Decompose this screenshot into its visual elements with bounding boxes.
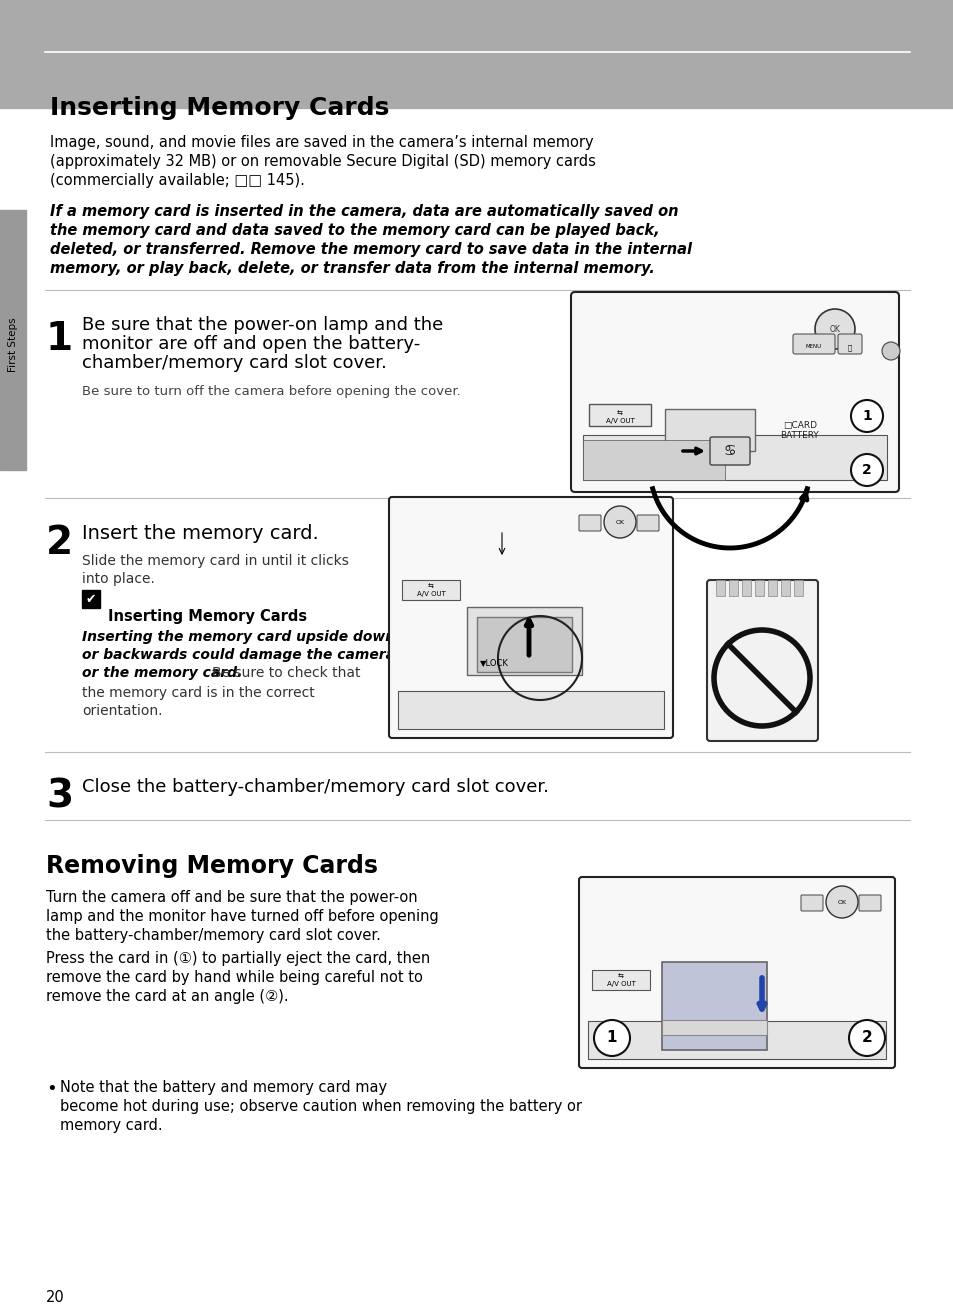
Text: deleted, or transferred. Remove the memory card to save data in the internal: deleted, or transferred. Remove the memo…	[50, 242, 691, 258]
Text: ⇆
A/V OUT: ⇆ A/V OUT	[606, 974, 635, 987]
Text: OK: OK	[829, 325, 840, 334]
Text: ♋: ♋	[723, 444, 736, 459]
Text: OK: OK	[837, 900, 845, 904]
Text: OK: OK	[615, 519, 624, 524]
FancyBboxPatch shape	[389, 497, 672, 738]
Text: •: •	[46, 1080, 56, 1099]
Circle shape	[882, 342, 899, 360]
Text: the battery-chamber/memory card slot cover.: the battery-chamber/memory card slot cov…	[46, 928, 380, 943]
Text: ✔: ✔	[86, 594, 96, 607]
Circle shape	[814, 309, 854, 350]
Circle shape	[848, 1020, 884, 1056]
Text: Note that the battery and memory card may: Note that the battery and memory card ma…	[60, 1080, 387, 1095]
Bar	[467, 607, 581, 675]
Text: Turn the camera off and be sure that the power-on: Turn the camera off and be sure that the…	[46, 890, 417, 905]
Text: MENU: MENU	[805, 344, 821, 350]
Text: Press the card in (①) to partially eject the card, then: Press the card in (①) to partially eject…	[46, 951, 430, 966]
Circle shape	[603, 506, 636, 537]
Bar	[587, 1021, 885, 1059]
Bar	[582, 435, 886, 480]
Text: orientation.: orientation.	[82, 704, 162, 717]
Text: If a memory card is inserted in the camera, data are automatically saved on: If a memory card is inserted in the came…	[50, 204, 678, 219]
Text: Be sure that the power-on lamp and the: Be sure that the power-on lamp and the	[82, 315, 443, 334]
Text: or the memory card.: or the memory card.	[82, 666, 242, 681]
Text: First Steps: First Steps	[8, 318, 18, 372]
FancyBboxPatch shape	[578, 515, 600, 531]
Text: ⇆
A/V OUT: ⇆ A/V OUT	[416, 583, 445, 597]
Text: 20: 20	[46, 1290, 65, 1305]
Text: lamp and the monitor have turned off before opening: lamp and the monitor have turned off bef…	[46, 909, 438, 924]
FancyBboxPatch shape	[578, 876, 894, 1068]
Text: 1: 1	[46, 321, 73, 357]
Bar	[754, 579, 763, 597]
Text: (approximately 32 MB) or on removable Secure Digital (SD) memory cards: (approximately 32 MB) or on removable Se…	[50, 154, 596, 170]
FancyBboxPatch shape	[837, 334, 862, 353]
FancyBboxPatch shape	[706, 579, 817, 741]
Circle shape	[850, 455, 882, 486]
Text: (commercially available; □□ 145).: (commercially available; □□ 145).	[50, 173, 305, 188]
Text: remove the card by hand while being careful not to: remove the card by hand while being care…	[46, 970, 422, 986]
Bar	[767, 579, 776, 597]
Text: Removing Memory Cards: Removing Memory Cards	[46, 854, 377, 878]
Bar	[781, 579, 789, 597]
Text: 3: 3	[46, 778, 73, 816]
Text: Be sure to turn off the camera before opening the cover.: Be sure to turn off the camera before op…	[82, 385, 460, 398]
Bar	[401, 579, 459, 600]
Bar	[582, 440, 724, 480]
Text: 2: 2	[862, 463, 871, 477]
Bar	[588, 403, 650, 426]
Text: □CARD
BATTERY: □CARD BATTERY	[780, 420, 819, 440]
Text: Inserting the memory card upside down: Inserting the memory card upside down	[82, 629, 395, 644]
Bar	[0, 0, 953, 108]
Bar	[592, 970, 649, 989]
Text: memory, or play back, delete, or transfer data from the internal memory.: memory, or play back, delete, or transfe…	[50, 261, 654, 276]
Text: Insert the memory card.: Insert the memory card.	[82, 524, 318, 543]
FancyBboxPatch shape	[801, 895, 822, 911]
Text: Image, sound, and movie files are saved in the camera’s internal memory: Image, sound, and movie files are saved …	[50, 135, 593, 150]
Text: chamber/memory card slot cover.: chamber/memory card slot cover.	[82, 353, 387, 372]
Text: 2: 2	[861, 1030, 871, 1046]
Bar	[661, 1020, 766, 1035]
Circle shape	[850, 399, 882, 432]
Text: or backwards could damage the camera: or backwards could damage the camera	[82, 648, 395, 662]
Bar	[397, 691, 663, 729]
FancyBboxPatch shape	[709, 438, 749, 465]
FancyBboxPatch shape	[792, 334, 834, 353]
Text: memory card.: memory card.	[60, 1118, 162, 1133]
Text: ᵭ: ᵭ	[847, 344, 851, 351]
Text: ▼LOCK: ▼LOCK	[479, 658, 508, 668]
Text: become hot during use; observe caution when removing the battery or: become hot during use; observe caution w…	[60, 1099, 581, 1114]
Text: Memory card slot: Memory card slot	[417, 516, 533, 530]
Bar	[661, 962, 766, 1050]
Bar	[0, 210, 26, 470]
FancyBboxPatch shape	[858, 895, 880, 911]
Text: monitor are off and open the battery-: monitor are off and open the battery-	[82, 335, 420, 353]
Text: 1: 1	[606, 1030, 617, 1046]
Text: the memory card is in the correct: the memory card is in the correct	[82, 686, 314, 700]
Text: Be sure to check that: Be sure to check that	[212, 666, 360, 681]
Circle shape	[594, 1020, 629, 1056]
Text: 1: 1	[862, 409, 871, 423]
Bar	[728, 579, 738, 597]
Bar	[82, 590, 100, 608]
Bar	[664, 409, 754, 451]
Bar	[741, 579, 750, 597]
Circle shape	[825, 886, 857, 918]
Text: Slide the memory card in until it clicks: Slide the memory card in until it clicks	[82, 555, 349, 568]
Text: Close the battery-chamber/memory card slot cover.: Close the battery-chamber/memory card sl…	[82, 778, 548, 796]
Bar	[716, 579, 724, 597]
FancyBboxPatch shape	[571, 292, 898, 491]
FancyBboxPatch shape	[637, 515, 659, 531]
Text: 2: 2	[46, 524, 73, 562]
Text: ⇆
A/V OUT: ⇆ A/V OUT	[605, 411, 634, 424]
Text: into place.: into place.	[82, 572, 154, 586]
Bar	[793, 579, 802, 597]
Text: Inserting Memory Cards: Inserting Memory Cards	[50, 96, 389, 120]
Text: the memory card and data saved to the memory card can be played back,: the memory card and data saved to the me…	[50, 223, 659, 238]
Bar	[476, 618, 572, 671]
Text: Inserting Memory Cards: Inserting Memory Cards	[108, 608, 307, 624]
Text: remove the card at an angle (②).: remove the card at an angle (②).	[46, 989, 289, 1004]
